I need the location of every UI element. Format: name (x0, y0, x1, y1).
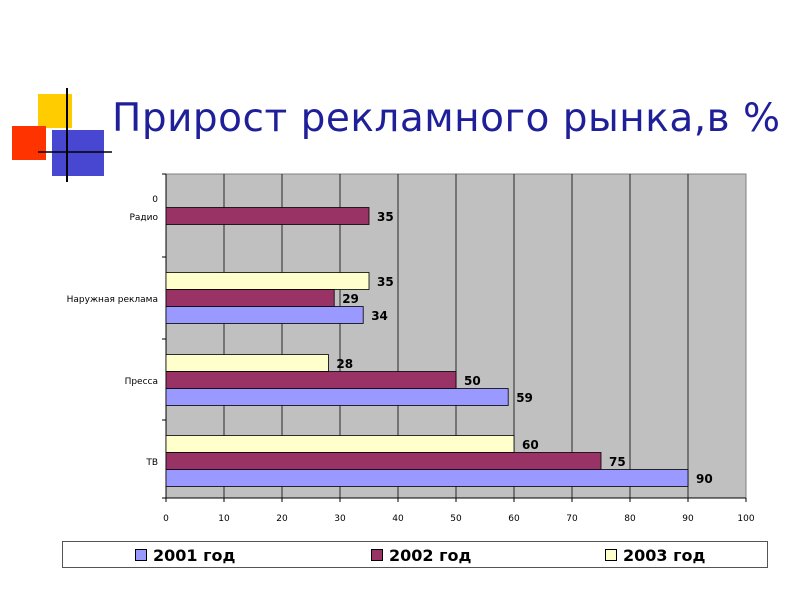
legend-item-2002: 2002 год (371, 545, 472, 565)
x-tick-label: 80 (624, 514, 636, 524)
data-label: 29 (342, 292, 359, 306)
y-category-label: 0 (152, 195, 158, 205)
legend-item-2003: 2003 год (605, 545, 706, 565)
x-tick-label: 100 (737, 514, 754, 524)
y-category-label: ТВ (145, 458, 158, 468)
x-tick-label: 90 (682, 514, 694, 524)
legend-label-2002: 2002 год (389, 545, 472, 565)
x-tick-label: 0 (163, 514, 169, 524)
legend-label-2003: 2003 год (623, 545, 706, 565)
data-label: 50 (464, 374, 481, 388)
x-tick-label: 60 (508, 514, 520, 524)
title-decoration (12, 88, 112, 182)
bar (165, 272, 370, 290)
chart-legend: 2001 год 2002 год 2003 год (62, 541, 768, 568)
x-tick-label: 70 (566, 514, 578, 524)
bar (165, 388, 509, 406)
legend-swatch-2001 (135, 549, 147, 561)
deco-red-square (12, 126, 46, 160)
bar (165, 371, 457, 389)
bar (165, 469, 689, 487)
x-tick-label: 10 (218, 514, 230, 524)
y-category-label: Радио (129, 213, 158, 223)
page-title: Прирост рекламного рынка,в % (112, 96, 781, 141)
deco-blue-square (52, 130, 104, 176)
data-label: 60 (522, 438, 539, 452)
legend-swatch-2003 (605, 549, 617, 561)
legend-label-2001: 2001 год (153, 545, 236, 565)
bar (165, 452, 602, 470)
bar (165, 354, 329, 372)
data-label: 75 (609, 455, 626, 469)
data-label: 34 (371, 309, 388, 323)
y-category-label: Пресса (125, 377, 158, 387)
data-label: 35 (377, 275, 394, 289)
legend-item-2001: 2001 год (135, 545, 236, 565)
data-label: 59 (516, 391, 533, 405)
x-tick-label: 20 (276, 514, 288, 524)
x-tick-label: 50 (450, 514, 462, 524)
data-label: 90 (696, 472, 713, 486)
bar (165, 207, 370, 225)
data-label: 28 (336, 357, 353, 371)
x-tick-label: 30 (334, 514, 346, 524)
x-tick-label: 40 (392, 514, 404, 524)
y-category-label: Наружная реклама (67, 295, 158, 305)
bar (165, 289, 335, 307)
bar (165, 435, 515, 453)
bar (165, 306, 364, 324)
data-label: 35 (377, 210, 394, 224)
legend-swatch-2002 (371, 549, 383, 561)
